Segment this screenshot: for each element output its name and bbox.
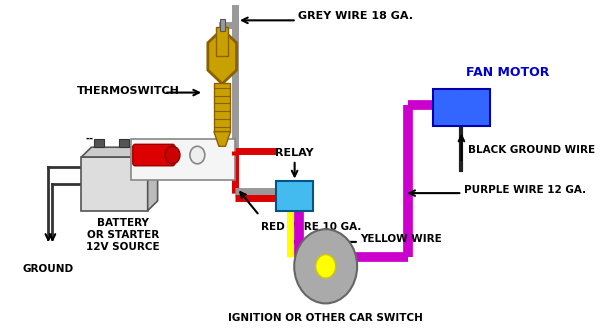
Polygon shape (208, 29, 236, 84)
Circle shape (294, 229, 357, 303)
Bar (94, 139, 104, 147)
Bar (214, 83, 230, 132)
FancyBboxPatch shape (133, 144, 175, 166)
Bar (433, 89, 490, 126)
Polygon shape (82, 147, 158, 157)
Circle shape (190, 146, 205, 164)
Polygon shape (214, 132, 230, 146)
Text: RELAY: RELAY (275, 148, 314, 158)
Text: FAN MOTOR: FAN MOTOR (466, 66, 549, 79)
Circle shape (165, 146, 180, 164)
Text: GREY WIRE 18 GA.: GREY WIRE 18 GA. (298, 11, 413, 21)
Text: IGNITION OR OTHER CAR SWITCH: IGNITION OR OTHER CAR SWITCH (228, 313, 423, 323)
Bar (217, 27, 228, 56)
Text: THERMOSWITCH: THERMOSWITCH (77, 86, 180, 96)
Text: PURPLE WIRE 12 GA.: PURPLE WIRE 12 GA. (464, 185, 586, 195)
Bar (131, 139, 235, 180)
Circle shape (316, 255, 335, 278)
Text: GROUND: GROUND (23, 264, 74, 274)
Text: YELLOW WIRE: YELLOW WIRE (361, 234, 442, 244)
Bar (119, 139, 128, 147)
Bar (220, 19, 224, 31)
Text: RED WIRE 10 GA.: RED WIRE 10 GA. (261, 222, 361, 233)
Text: --: -- (86, 133, 94, 143)
Bar (82, 157, 148, 211)
Polygon shape (148, 147, 158, 211)
Text: BATTERY
OR STARTER
12V SOURCE: BATTERY OR STARTER 12V SOURCE (86, 218, 160, 252)
Bar (276, 181, 313, 211)
Text: BLACK GROUND WIRE: BLACK GROUND WIRE (468, 145, 595, 155)
